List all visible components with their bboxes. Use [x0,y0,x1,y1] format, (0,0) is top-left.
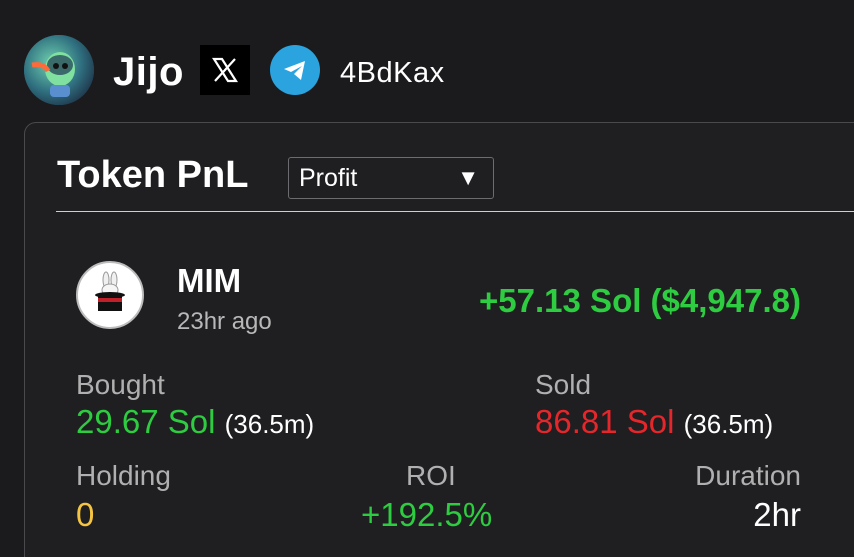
duration-label: Duration [695,460,801,491]
divider [56,211,854,212]
holding-label: Holding [76,460,171,491]
x-logo-icon[interactable] [200,45,250,95]
username: Jijo [113,50,184,94]
bought-label: Bought [76,369,165,400]
avatar[interactable] [24,35,94,105]
token-time-ago: 23hr ago [177,308,272,335]
bought-row: 29.67 Sol (36.5m) [76,403,314,443]
telegram-icon[interactable] [270,45,320,95]
sold-row: 86.81 Sol (36.5m) [535,403,773,443]
holding-value: 0 [76,496,95,533]
magician-hat-rabbit-icon [76,261,144,329]
roi-value: +192.5% [361,496,493,533]
pnl-filter-select[interactable]: Profit ▼ [288,157,494,199]
sold-value: 86.81 Sol [535,403,675,440]
token-pnl-card: Token PnL Profit ▼ MIM 23hr ago +57.13 S… [24,122,854,557]
token-pnl-value: +57.13 Sol ($4,947.8) [479,282,801,319]
bought-count: (36.5m) [224,409,315,439]
bought-value: 29.67 Sol [76,403,216,440]
duration-value: 2hr [753,496,801,533]
sold-count: (36.5m) [683,409,774,439]
wallet-handle[interactable]: 4BdKax [340,57,445,89]
card-title: Token PnL [57,154,249,196]
pnl-filter-value: Profit [299,164,358,192]
sold-label: Sold [535,369,592,400]
token-name[interactable]: MIM [177,262,242,299]
roi-label: ROI [406,460,456,491]
dropdown-arrow-icon: ▼ [457,165,479,190]
